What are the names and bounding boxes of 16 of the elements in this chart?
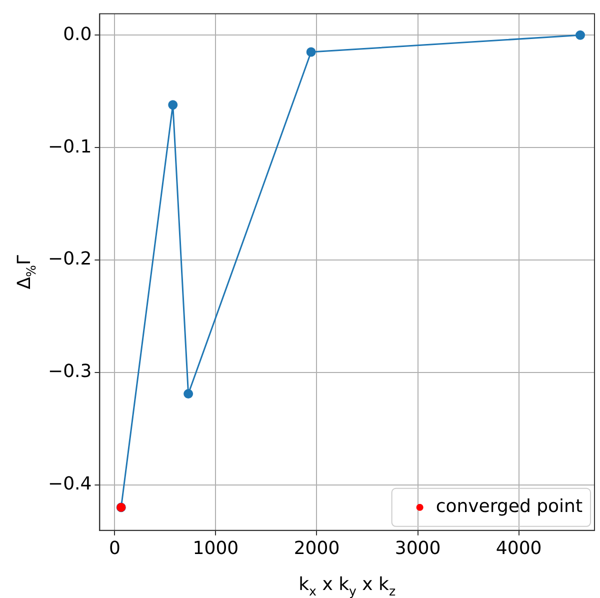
y-tick-label: −0.2 — [48, 248, 92, 270]
x-tick-label: 4000 — [496, 538, 542, 559]
y-tick-label: −0.1 — [48, 136, 92, 158]
legend-label: converged point — [436, 496, 583, 518]
x-tick-label: 3000 — [394, 538, 441, 559]
point — [184, 389, 194, 399]
point — [306, 47, 316, 57]
y-axis-title: Δ%Γ — [14, 254, 38, 290]
x-tick-label: 0 — [108, 538, 120, 559]
y-tick-label: 0.0 — [63, 24, 92, 45]
x-tick-label: 1000 — [192, 538, 239, 559]
y-tick-label: −0.4 — [48, 474, 92, 495]
x-tick-label: 2000 — [294, 538, 340, 559]
point — [576, 30, 586, 40]
point — [168, 100, 178, 110]
y-tick-label: −0.3 — [48, 361, 92, 382]
